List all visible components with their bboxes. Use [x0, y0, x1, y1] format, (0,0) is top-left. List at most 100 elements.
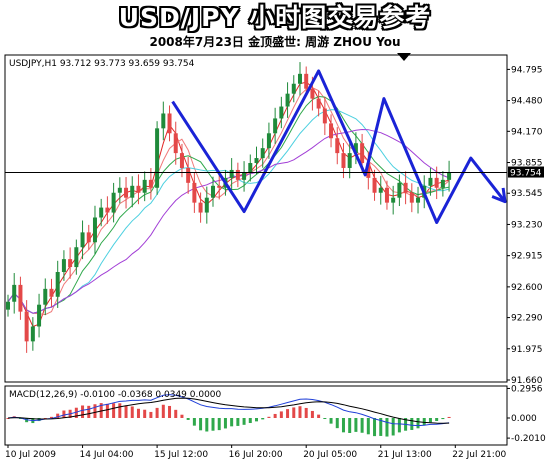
candle-body [204, 197, 209, 213]
candle-body [105, 207, 110, 213]
candle-body [341, 153, 346, 168]
x-tick-label: 20 Jul 05:00 [303, 450, 357, 460]
candle-body [198, 202, 203, 213]
candle-body [235, 169, 240, 180]
macd-histogram-bar [341, 418, 345, 433]
macd-histogram-bar [230, 418, 234, 427]
macd-histogram-bar [310, 410, 314, 418]
macd-histogram-bar [397, 418, 401, 433]
macd-histogram-bar [298, 406, 302, 418]
time-x-axis: 10 Jul 2009 14 Jul 04:00 15 Jul 12:00 16 Ju… [5, 445, 507, 460]
candles [6, 62, 452, 353]
candle-body [55, 272, 60, 297]
macd-histogram-bar [416, 418, 420, 429]
candle-body [416, 197, 421, 203]
macd-histogram-bar [248, 418, 252, 424]
page-subtitle: 2008年7月23日 金顶盛世: 周游 ZHOU You [149, 35, 401, 49]
macd-histogram-bar [292, 407, 296, 418]
candle-body [360, 143, 365, 164]
macd-histogram-bar [49, 416, 53, 418]
macd-histogram-bar [74, 407, 78, 418]
candle-body [37, 304, 42, 327]
candle-body [297, 73, 302, 84]
candle-body [18, 284, 23, 312]
macd-histogram-bar [435, 418, 439, 421]
macd-histogram-bar [279, 411, 283, 418]
macd-indicator: 0.2956 0.000 -0.2010 [6, 384, 546, 444]
macd-histogram-bar [286, 409, 290, 418]
candle-body [86, 232, 91, 243]
macd-histogram-bar [317, 414, 321, 418]
price-panel [4, 54, 508, 383]
trend-arrow-head [491, 187, 507, 204]
x-tick-label: 16 Jul 20:00 [229, 450, 283, 460]
candle-body [179, 153, 184, 168]
candle-body [68, 259, 73, 268]
candle-body [428, 177, 433, 186]
candle-body [80, 232, 85, 248]
y-tick-label: 91.975 [511, 345, 543, 355]
candle-body [155, 128, 160, 188]
candle-body [409, 192, 414, 203]
macd-histogram-bar [304, 407, 308, 418]
candle-body [366, 163, 371, 178]
macd-info-label: MACD(12,26,9) -0.0100 -0.0368 0.0349 0.0… [9, 390, 222, 400]
candle-body [384, 187, 389, 203]
candle-body [136, 185, 141, 193]
macd-histogram-bar [366, 418, 370, 435]
y-tick-label: 93.230 [511, 220, 543, 230]
macd-histogram-bar [267, 416, 271, 418]
macd-histogram-bar [161, 404, 165, 418]
candle-body [279, 106, 284, 119]
chart-shift-marker [397, 53, 411, 61]
macd-histogram-bar [354, 418, 358, 432]
candle-body [304, 73, 309, 89]
macd-histogram-bar [223, 418, 227, 429]
moving-average-line [7, 109, 450, 314]
macd-histogram-bar [391, 418, 395, 436]
candle-body [167, 113, 172, 134]
macd-histogram-bar [43, 417, 47, 419]
macd-histogram-bar [18, 418, 22, 419]
candle-body [285, 93, 290, 107]
macd-histogram-bar [118, 403, 122, 418]
candle-body [266, 133, 271, 149]
macd-signal-line [7, 397, 450, 424]
macd-histogram-bar [56, 413, 60, 418]
macd-histogram-bar [379, 418, 383, 436]
macd-histogram-bar [329, 418, 333, 424]
candle-body [43, 288, 48, 305]
macd-histogram-bar [155, 407, 159, 418]
macd-histogram-bar [422, 418, 426, 426]
candle-body [447, 172, 452, 180]
macd-histogram-bar [385, 418, 389, 437]
macd-histogram-bar [205, 418, 209, 432]
candle-body [440, 179, 445, 188]
trend-overlay [171, 69, 507, 224]
macd-histogram-bar [112, 403, 116, 418]
candle-body [316, 98, 321, 109]
candle-body [117, 187, 122, 193]
current-price-label: 93.754 [510, 169, 542, 179]
candle-body [391, 197, 396, 203]
macd-histogram-bar [255, 418, 258, 422]
candle-body [372, 177, 377, 193]
candle-body [24, 311, 29, 342]
candle-body [211, 185, 216, 198]
y-tick-label: 92.290 [511, 314, 543, 324]
candle-body [378, 187, 383, 193]
macd-histogram-bar [186, 418, 190, 420]
candle-body [186, 167, 191, 183]
current-price-box [508, 166, 544, 178]
y-tick-label: 93.545 [511, 189, 543, 199]
candle-body [310, 88, 315, 99]
macd-histogram-bar [124, 405, 128, 418]
macd-histogram-bar [217, 418, 221, 431]
macd-histogram-bar [428, 418, 432, 423]
candle-body [353, 143, 358, 154]
candle-body [130, 185, 135, 198]
macd-histogram-bar [261, 418, 265, 420]
macd-histogram-bar [62, 410, 66, 418]
candle-body [217, 185, 222, 188]
